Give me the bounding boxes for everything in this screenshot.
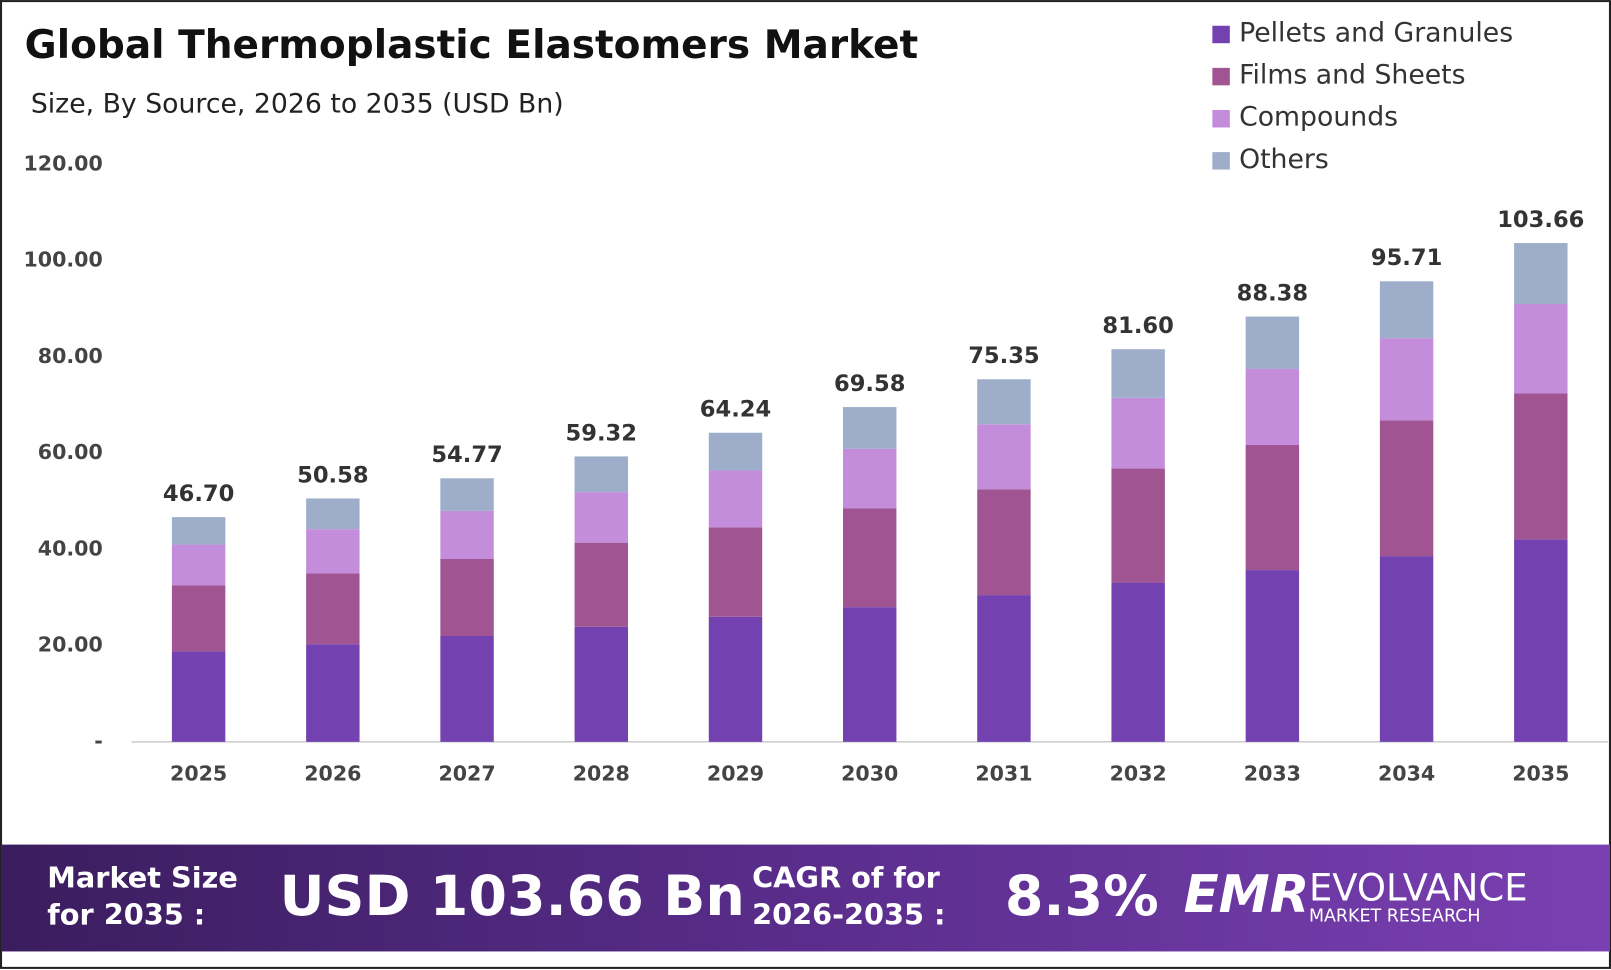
bar-segment [843, 607, 897, 742]
total-label: 46.70 [163, 481, 234, 507]
x-tick-label: 2025 [170, 762, 227, 786]
total-label: 81.60 [1102, 313, 1173, 339]
bar-segment [1245, 570, 1300, 742]
total-label: 88.38 [1237, 280, 1308, 306]
y-tick-label: 120.00 [24, 151, 103, 175]
legend-swatch [1212, 109, 1230, 128]
bar-segment [574, 456, 628, 493]
footer-label: for 2035 : [47, 898, 205, 932]
bar-segment [574, 492, 628, 543]
bar-segment [306, 573, 360, 645]
total-label: 50.58 [297, 462, 368, 488]
x-tick-label: 2035 [1512, 762, 1569, 786]
bar-segment [1379, 281, 1434, 339]
legend-label: Compounds [1239, 102, 1398, 133]
x-tick-label: 2034 [1378, 762, 1435, 786]
x-tick-label: 2032 [1110, 762, 1167, 786]
bar-segment [171, 517, 226, 545]
bar-segment [977, 595, 1031, 742]
total-label: 64.24 [700, 397, 771, 423]
plot: - 20.00 40.00 60.00 80.00 100.00 120.00 46.70 20… [24, 17, 1608, 786]
bar-segment [977, 379, 1031, 425]
bar-segment [1514, 393, 1568, 540]
legend-label: Pellets and Granules [1239, 17, 1513, 48]
bar-segment [843, 508, 897, 608]
x-tick-label: 2029 [707, 762, 764, 786]
bar-segment [171, 544, 226, 586]
bar-segment [306, 498, 360, 530]
legend-swatch [1212, 152, 1230, 170]
bar-segment [708, 432, 763, 471]
y-tick-label: 20.00 [38, 633, 103, 657]
bar-segment [1111, 397, 1165, 469]
bar-segment [1245, 444, 1300, 571]
bar-segment [977, 489, 1031, 596]
bar-segment [440, 559, 494, 636]
bar-segment [1379, 556, 1434, 742]
bar-segment [843, 448, 897, 509]
bar-segment [1514, 243, 1568, 304]
bar-segment [1514, 303, 1568, 394]
y-tick-label: 80.00 [38, 344, 103, 368]
bar-segment [306, 529, 360, 574]
bar-segment [171, 651, 226, 742]
legend-label: Films and Sheets [1239, 60, 1466, 91]
chart-subtitle: Size, By Source, 2026 to 2035 (USD Bn) [31, 88, 564, 119]
total-label: 103.66 [1497, 207, 1584, 233]
chart-title: Global Thermoplastic Elastomers Market [25, 23, 919, 68]
bar-segment [440, 635, 494, 742]
bar-segment [977, 424, 1031, 490]
y-tick-label: 40.00 [38, 536, 103, 560]
bar-segment [1245, 368, 1300, 445]
legend-swatch [1212, 67, 1230, 86]
total-label: 59.32 [566, 420, 637, 446]
footer-band [1, 844, 1610, 952]
logo-mark: EMR [1184, 865, 1310, 925]
bar-segment [843, 407, 897, 449]
bar-segment [171, 585, 226, 652]
bar-segment [1379, 420, 1434, 557]
y-tick-label: - [94, 729, 103, 753]
x-tick-label: 2031 [975, 762, 1032, 786]
total-label: 75.35 [968, 343, 1039, 369]
total-label: 54.77 [431, 442, 502, 468]
x-tick-label: 2030 [841, 762, 898, 786]
bar-segment [1514, 539, 1568, 742]
bar-segment [574, 542, 628, 627]
footer-label: CAGR of for [752, 861, 941, 895]
x-tick-label: 2026 [304, 762, 361, 786]
legend-label: Others [1239, 144, 1329, 175]
bar-segment [708, 616, 763, 742]
bar-segment [574, 626, 628, 742]
x-tick-label: 2028 [573, 762, 630, 786]
footer-label: 2026-2035 : [752, 898, 945, 932]
bar-segment [440, 510, 494, 560]
bar-segment [1111, 468, 1165, 583]
bar-segment [1111, 349, 1165, 398]
y-tick-label: 60.00 [38, 440, 103, 464]
bar-segment [440, 478, 494, 511]
footer-value: USD 103.66 Bn [279, 865, 744, 929]
x-tick-label: 2027 [438, 762, 495, 786]
total-label: 69.58 [834, 371, 905, 397]
legend-swatch [1212, 25, 1230, 44]
bar-segment [1379, 338, 1434, 421]
y-tick-label: 100.00 [24, 248, 103, 272]
bar-segment [1245, 316, 1300, 369]
footer-value: 8.3% [1005, 865, 1159, 929]
total-label: 95.71 [1371, 245, 1442, 271]
x-tick-label: 2033 [1244, 762, 1301, 786]
bar-segment [708, 527, 763, 617]
logo-name: EVOLVANCE [1309, 866, 1528, 909]
bar-segment [708, 470, 763, 528]
bar-segment [1111, 582, 1165, 742]
logo-tagline: MARKET RESEARCH [1309, 907, 1481, 927]
footer-label: Market Size [47, 861, 238, 895]
bar-segment [306, 644, 360, 742]
